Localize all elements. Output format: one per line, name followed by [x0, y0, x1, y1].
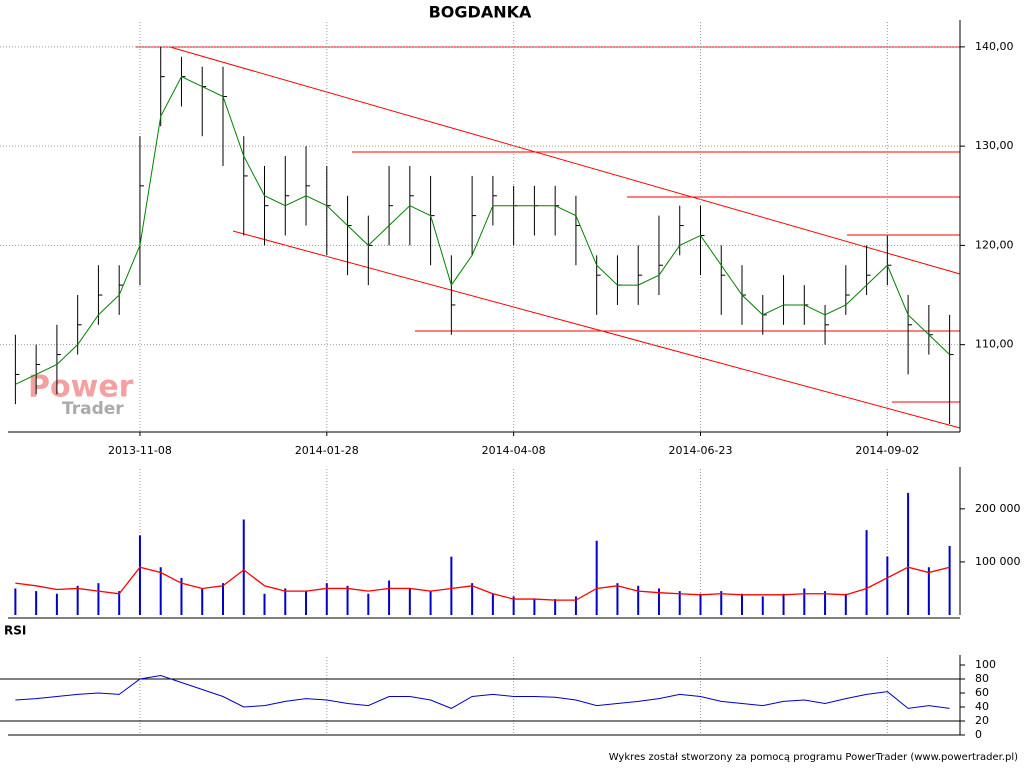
trend-line	[169, 46, 961, 275]
y-tick-label: 20	[975, 714, 989, 727]
y-tick-label: 110,00	[975, 338, 1014, 351]
x-tick-label: 2014-06-23	[669, 444, 733, 457]
y-tick-label: 130,00	[975, 139, 1014, 152]
x-tick-label: 2013-11-08	[108, 444, 172, 457]
y-tick-label: 140,00	[975, 40, 1014, 53]
trend-lines	[136, 46, 961, 429]
y-tick-label: 100 000	[975, 555, 1021, 568]
x-tick-label: 2014-01-28	[295, 444, 359, 457]
y-tick-label: 60	[975, 686, 989, 699]
footer: Wykres został stworzony za pomocą progra…	[609, 752, 1018, 763]
y-tick-label: 0	[975, 728, 982, 741]
rsi-line	[15, 674, 950, 709]
y-tick-label: 40	[975, 700, 989, 713]
chart-title: BOGDANKA	[429, 3, 532, 22]
watermark: Power	[28, 370, 134, 405]
x-tick-label: 2014-09-02	[855, 444, 919, 457]
trend-line	[232, 230, 961, 429]
panel-title: RSI	[4, 624, 26, 638]
y-tick-label: 100	[975, 658, 996, 671]
volume-average	[15, 566, 950, 601]
y-tick-label: 200 000	[975, 502, 1021, 515]
y-tick-label: 80	[975, 672, 989, 685]
watermark: Trader	[62, 399, 124, 419]
y-tick-label: 120,00	[975, 238, 1014, 251]
x-tick-label: 2014-04-08	[482, 444, 546, 457]
moving-average	[15, 75, 950, 385]
